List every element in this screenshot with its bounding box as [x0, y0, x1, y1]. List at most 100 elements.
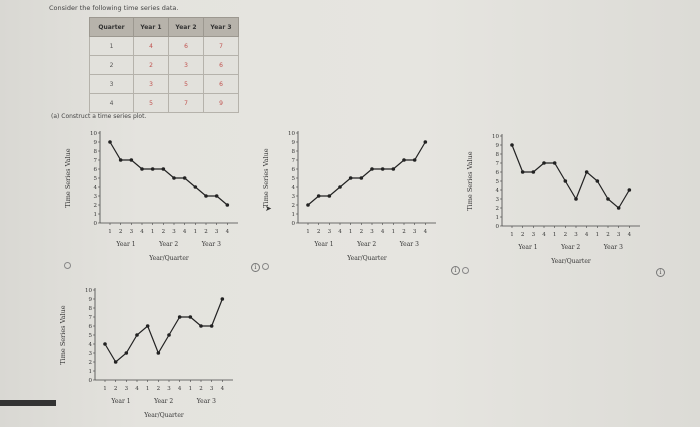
svg-text:0: 0 [94, 221, 98, 227]
svg-text:3: 3 [413, 229, 417, 235]
svg-text:1: 1 [292, 212, 296, 218]
svg-text:2: 2 [114, 386, 118, 392]
value-cell: 3 [133, 74, 169, 94]
chart-option-a: Time Series Value 0 1 2 3 4 5 6 7 8 9 10 1 2 3 4 1 2 3 4 1 2 3… [60, 125, 240, 270]
svg-text:4: 4 [496, 188, 500, 194]
chart-option-b: Time Series Value 0 1 2 3 4 5 6 7 8 9 10 1 2 3 4 1 2 3 4 1 2 3… [258, 125, 438, 270]
svg-text:4: 4 [381, 229, 385, 235]
svg-text:Year/Quarter: Year/Quarter [550, 258, 591, 265]
table-header-row: Quarter Year 1 Year 2 Year 3 [89, 17, 239, 37]
screen-bezel [0, 400, 56, 406]
svg-text:2: 2 [496, 206, 500, 212]
svg-text:4: 4 [292, 185, 296, 191]
value-cell: 6 [203, 55, 239, 75]
svg-text:4: 4 [338, 229, 342, 235]
radio-option-c[interactable] [462, 267, 469, 274]
svg-text:2: 2 [199, 386, 203, 392]
value-cell: 6 [168, 36, 204, 56]
svg-text:Year 1: Year 1 [110, 398, 130, 405]
info-icon[interactable]: i [451, 266, 460, 275]
info-icon[interactable]: i [656, 268, 665, 277]
svg-text:2: 2 [402, 229, 406, 235]
svg-text:4: 4 [89, 342, 93, 348]
svg-text:10: 10 [90, 131, 97, 137]
value-cell: 4 [133, 36, 169, 56]
quarter-cell: 2 [89, 55, 134, 75]
svg-text:0: 0 [496, 224, 500, 230]
svg-text:9: 9 [94, 140, 98, 146]
info-icon[interactable]: i [251, 263, 260, 272]
svg-text:4: 4 [178, 386, 182, 392]
svg-text:3: 3 [292, 194, 296, 200]
svg-text:3: 3 [125, 386, 129, 392]
svg-text:Year 1: Year 1 [115, 241, 135, 248]
y-axis-label: Time Series Value [262, 148, 270, 207]
svg-text:4: 4 [424, 229, 428, 235]
svg-text:4: 4 [94, 185, 98, 191]
svg-text:1: 1 [349, 229, 353, 235]
value-cell: 7 [168, 93, 204, 113]
value-cell: 3 [168, 55, 204, 75]
question-intro: Consider the following time series data. [49, 4, 179, 12]
svg-text:3: 3 [130, 229, 134, 235]
svg-text:6: 6 [94, 167, 98, 173]
svg-text:2: 2 [360, 229, 364, 235]
svg-text:2: 2 [292, 203, 296, 209]
svg-text:1: 1 [146, 386, 150, 392]
svg-text:8: 8 [94, 149, 98, 155]
svg-text:4: 4 [628, 232, 632, 238]
svg-text:Year 3: Year 3 [603, 244, 623, 251]
y-axis-label: Time Series Value [64, 148, 72, 207]
part-a-prompt: (a) Construct a time series plot. [51, 113, 147, 120]
svg-text:4: 4 [140, 229, 144, 235]
svg-text:7: 7 [89, 315, 93, 321]
svg-text:1: 1 [553, 232, 557, 238]
svg-text:8: 8 [496, 152, 500, 158]
svg-text:7: 7 [94, 158, 98, 164]
header-year-1: Year 1 [133, 17, 169, 37]
svg-text:2: 2 [157, 386, 161, 392]
svg-text:3: 3 [617, 232, 621, 238]
svg-text:1: 1 [103, 386, 107, 392]
svg-text:Year 2: Year 2 [356, 241, 376, 248]
y-axis-label: Time Series Value [59, 305, 67, 364]
header-year-3: Year 3 [203, 17, 239, 37]
svg-text:5: 5 [89, 333, 93, 339]
svg-text:3: 3 [370, 229, 374, 235]
svg-text:1: 1 [392, 229, 396, 235]
svg-text:9: 9 [292, 140, 296, 146]
svg-text:Year 3: Year 3 [201, 241, 221, 248]
header-year-2: Year 2 [168, 17, 204, 37]
value-cell: 5 [168, 74, 204, 94]
svg-text:Year 2: Year 2 [153, 398, 173, 405]
svg-text:Year 2: Year 2 [158, 241, 178, 248]
svg-text:8: 8 [292, 149, 296, 155]
svg-text:2: 2 [94, 203, 98, 209]
svg-text:3: 3 [210, 386, 214, 392]
table-row: 4 5 7 9 [89, 93, 239, 113]
svg-text:1: 1 [89, 369, 93, 375]
svg-text:10: 10 [492, 134, 499, 140]
svg-text:3: 3 [89, 351, 93, 357]
svg-text:Year 1: Year 1 [313, 241, 333, 248]
chart-option-c: Time Series Value 0 1 2 3 4 5 6 7 8 9 10 1 2 3 4 1 2 3 4 1 2 3… [462, 128, 642, 273]
svg-text:Year/Quarter: Year/Quarter [148, 255, 189, 262]
svg-text:5: 5 [94, 176, 98, 182]
svg-text:4: 4 [183, 229, 187, 235]
radio-option-b[interactable] [262, 263, 269, 270]
radio-option-a[interactable] [64, 262, 71, 269]
svg-text:2: 2 [317, 229, 321, 235]
value-cell: 6 [203, 74, 239, 94]
svg-text:Year 2: Year 2 [560, 244, 580, 251]
svg-text:5: 5 [292, 176, 296, 182]
svg-text:Year 3: Year 3 [399, 241, 419, 248]
svg-text:4: 4 [221, 386, 225, 392]
quarter-cell: 3 [89, 74, 134, 94]
svg-text:3: 3 [215, 229, 219, 235]
value-cell: 9 [203, 93, 239, 113]
svg-text:1: 1 [496, 215, 500, 221]
svg-text:1: 1 [194, 229, 198, 235]
quarter-cell: 1 [89, 36, 134, 56]
svg-text:1: 1 [94, 212, 98, 218]
svg-text:7: 7 [292, 158, 296, 164]
